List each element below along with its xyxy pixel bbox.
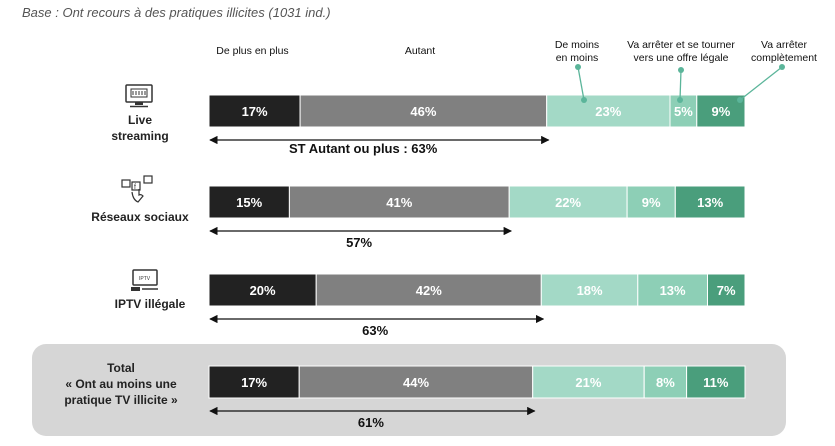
- bar-value-label-reseaux-sociaux-1: 41%: [386, 195, 412, 210]
- bar-segment-total-4: [686, 365, 746, 399]
- bar-value-label-iptv-illegale-0: 20%: [250, 283, 276, 298]
- live-streaming-icon: [125, 84, 153, 108]
- row-label-text: Total « Ont au moins une pratique TV ill…: [64, 361, 178, 407]
- bar-value-label-iptv-illegale-1: 42%: [416, 283, 442, 298]
- bar-value-label-reseaux-sociaux-2: 22%: [555, 195, 581, 210]
- row-label-text: IPTV illégale: [114, 297, 186, 311]
- row-label-text: Live streaming: [111, 113, 169, 143]
- row-label-total: Total « Ont au moins une pratique TV ill…: [46, 360, 196, 408]
- svg-text:IPTV: IPTV: [139, 276, 151, 282]
- bar-value-label-reseaux-sociaux-0: 15%: [236, 195, 262, 210]
- bar-value-label-live-streaming-3: 5%: [674, 104, 693, 119]
- row-label-text: Réseaux sociaux: [91, 210, 189, 224]
- tv-iptv-icon: IPTV: [131, 269, 158, 291]
- bar-segment-reseaux-sociaux-3: [626, 185, 676, 219]
- row-label-live-streaming: Live streaming: [96, 112, 184, 144]
- bar-segment-reseaux-sociaux-2: [508, 185, 628, 219]
- bar-segment-total-0: [208, 365, 300, 399]
- row-label-reseaux-sociaux: Réseaux sociaux: [70, 209, 210, 225]
- bar-segment-iptv-illegale-4: [707, 273, 746, 307]
- bar-segment-live-streaming-3: [669, 94, 698, 128]
- base-note: Base : Ont recours à des pratiques illic…: [22, 5, 331, 20]
- bar-segment-live-streaming-4: [696, 94, 746, 128]
- bar-value-label-live-streaming-1: 46%: [410, 104, 436, 119]
- bar-row-iptv-illegale: 20% 42% 18% 13% 7% 63%: [208, 273, 746, 338]
- bar-value-label-total-4: 11%: [703, 375, 729, 390]
- bar-row-total: 17% 44% 21% 8% 11% 61%: [208, 365, 746, 430]
- bar-value-label-reseaux-sociaux-4: 13%: [697, 195, 723, 210]
- callout-arreter-completement: [737, 64, 785, 103]
- bar-value-label-live-streaming-0: 17%: [242, 104, 268, 119]
- bar-value-label-total-1: 44%: [403, 375, 429, 390]
- st-label-total: 61%: [358, 415, 384, 430]
- bar-value-label-reseaux-sociaux-3: 9%: [642, 195, 661, 210]
- bar-segment-live-streaming-2: [546, 94, 671, 128]
- row-label-iptv-illegale: IPTV illégale: [90, 296, 210, 312]
- header-va-arreter-completement: Va arrêter complètement: [751, 39, 817, 64]
- bar-value-label-iptv-illegale-2: 18%: [577, 283, 603, 298]
- header-autant: Autant: [404, 45, 436, 57]
- header-de-moins-en-moins: De moins en moins: [554, 39, 600, 64]
- bar-segment-iptv-illegale-1: [315, 273, 542, 307]
- bar-value-label-total-0: 17%: [241, 375, 267, 390]
- st-label-iptv-illegale: 63%: [362, 323, 388, 338]
- bar-segment-live-streaming-1: [299, 94, 548, 128]
- bar-row-reseaux-sociaux: 15% 41% 22% 9% 13% 57%: [208, 185, 746, 250]
- bar-value-label-live-streaming-4: 9%: [712, 104, 731, 119]
- bar-value-label-live-streaming-2: 23%: [595, 104, 621, 119]
- bar-value-label-iptv-illegale-4: 7%: [717, 283, 736, 298]
- header-va-arreter-offre-legale: Va arrêter et se tourner vers une offre …: [627, 39, 735, 64]
- social-media-icon: f: [121, 175, 153, 203]
- bar-segment-iptv-illegale-3: [637, 273, 708, 307]
- svg-text:f: f: [134, 184, 136, 191]
- bar-segment-reseaux-sociaux-1: [288, 185, 510, 219]
- bar-row-live-streaming: 17% 46% 23% 5% 9% ST Autant ou plus : 63%: [208, 94, 746, 156]
- bar-value-label-total-3: 8%: [656, 375, 675, 390]
- bar-value-label-total-2: 21%: [575, 375, 601, 390]
- header-de-plus-en-plus: De plus en plus: [216, 45, 289, 57]
- bar-segment-reseaux-sociaux-4: [674, 185, 746, 219]
- st-label-live-streaming: ST Autant ou plus : 63%: [289, 141, 438, 156]
- bar-segment-total-1: [298, 365, 534, 399]
- bar-segment-total-2: [532, 365, 645, 399]
- callout-de-moins-en-moins: [575, 64, 587, 103]
- bar-segment-iptv-illegale-0: [208, 273, 317, 307]
- st-label-reseaux-sociaux: 57%: [346, 235, 372, 250]
- bar-value-label-iptv-illegale-3: 13%: [660, 283, 686, 298]
- bar-segment-iptv-illegale-2: [540, 273, 639, 307]
- bar-segment-live-streaming-0: [208, 94, 301, 128]
- callout-offre-legale: [677, 67, 684, 103]
